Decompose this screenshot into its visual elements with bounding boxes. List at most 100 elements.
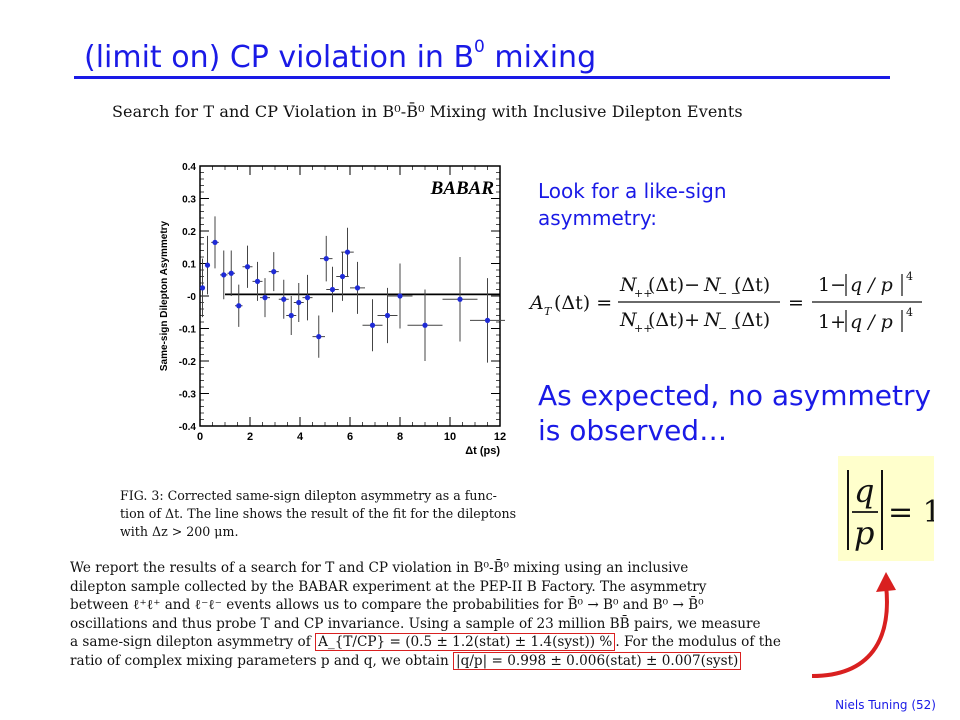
svg-text:N: N [619,274,638,296]
abstract-line: We report the results of a search for T … [70,560,689,576]
x-tick-label: 10 [444,431,456,443]
data-point [304,295,311,301]
x-tick-label: 4 [297,431,304,443]
data-point [228,270,234,276]
x-tick-label: 2 [247,431,253,443]
asymmetry-chart-svg: 0.4 0.3 0.2 0.1 -0 -0.1 -0.2 -0.3 -0.40 2 4 6 8 10 12 Δ… [159,162,506,457]
look-for-text: Look for a like-sign asymmetry: [538,179,727,230]
data-point [288,312,294,319]
svg-text:1−: 1− [818,274,846,296]
x-tick-label: 0 [197,431,203,443]
svg-text:q: q [854,472,874,510]
svg-text:(Δt): (Δt) [734,309,770,331]
abstract-line: oscillations and thus probe T and CP inv… [70,615,761,632]
abstract-text: . For the modulus of the [615,634,781,651]
slide-title-superscript: 0 [474,37,485,57]
data-point [354,285,361,291]
svg-text:q / p: q / p [850,274,893,296]
data-point [323,256,329,262]
data-point [262,295,268,301]
svg-text:++: ++ [634,287,652,300]
abstract-line: ratio of complex mixing parameters p and… [70,651,830,671]
svg-text:N: N [703,309,722,331]
x-axis-label: Δt (ps) [465,445,500,457]
svg-text:N: N [619,309,638,331]
y-tick-label: -0.4 [179,422,197,433]
svg-text:1+: 1+ [818,311,846,333]
paper-abstract: We report the results of a search for T … [70,559,830,671]
svg-text:(Δt): (Δt) [734,274,770,296]
svg-text:p: p [854,514,874,552]
svg-text:=: = [788,292,804,314]
data-point [369,322,376,328]
qp-result-formula: q p = 1 [847,470,942,552]
data-point [339,273,346,280]
svg-text:(Δt)−: (Δt)− [648,274,700,296]
svg-text:− −: − − [718,322,740,335]
svg-text:(Δt)+: (Δt)+ [648,309,700,331]
abstract-line: a same-sign dilepton asymmetry of A_{T/C… [70,633,830,652]
y-tick-label: -0 [187,292,196,303]
plot-frame [199,165,501,427]
paper-title: Search for T and CP Violation in B⁰-B̄⁰ … [112,102,743,121]
data-point [296,299,302,306]
data-point [236,303,242,309]
svg-text:− −: − − [718,287,740,300]
caption-line: tion of Δt. The line shows the result of… [120,506,517,521]
data-point [271,269,277,275]
x-tick-label: 6 [347,431,353,443]
data-point [484,317,491,323]
caption-line: with Δz > 200 μm. [120,524,239,539]
slide-title-tail: mixing [484,40,597,75]
svg-text:4: 4 [906,306,913,319]
figure-caption: FIG. 3: Corrected same-sign dilepton asy… [120,487,550,541]
data-point [344,249,351,255]
y-tick-label: -0.1 [179,325,197,336]
caption-line: FIG. 3: Corrected same-sign dilepton asy… [120,488,497,503]
x-tick-label: 12 [494,431,506,443]
qp-result-value: = 1 [888,495,934,530]
data-point [281,296,287,302]
y-tick-label: 0.2 [182,227,196,238]
svg-text:A: A [528,292,544,314]
y-tick-label: 0.1 [182,260,196,271]
slide-title-main: (limit on) CP violation in B [84,40,475,75]
x-tick-label: 8 [397,431,403,443]
slide-footer: Niels Tuning (52) [835,698,936,712]
data-point [316,334,322,340]
y-tick-label: -0.3 [179,390,197,401]
svg-text:T: T [544,305,553,318]
data-point [329,286,336,293]
data-point [204,262,211,268]
asymmetry-formula: A T (Δt) = N++ (Δt)− N− − (Δt) N++ (Δt)+… [528,270,922,335]
svg-text:++: ++ [634,322,652,335]
data-point [244,264,251,270]
svg-text:N: N [703,274,722,296]
svg-text:(Δt) =: (Δt) = [554,292,612,314]
svg-text:q / p: q / p [850,311,893,333]
data-point [254,278,261,284]
svg-text:4: 4 [906,270,913,283]
abstract-text: a same-sign dilepton asymmetry of [70,634,311,651]
y-tick-label: -0.2 [179,357,197,368]
y-tick-label: 0.4 [182,162,196,173]
data-point [221,272,227,278]
abstract-text: ratio of complex mixing parameters p and… [70,652,449,669]
data-point [422,322,428,328]
data-point [212,239,218,245]
qp-result-highlight: |q/p| = 0.998 ± 0.006(stat) ± 0.007(syst… [453,651,742,670]
abstract-line: between ℓ⁺ℓ⁺ and ℓ⁻ℓ⁻ events allows us t… [70,597,704,614]
asymmetry-plot: 0.4 0.3 0.2 0.1 -0 -0.1 -0.2 -0.3 -0.4 0 2 4 6 8 10 12 Δ… [155,158,510,460]
data-point [199,285,206,291]
y-axis-label: Same-sign Dilepton Asymmetry [159,220,170,371]
conclusion-text: As expected, no asymmetry is observed… [538,379,932,447]
title-underline [74,76,890,79]
slide-title: (limit on) CP violation in B0 mixing [84,37,597,75]
data-point [457,296,463,302]
asymmetry-result-highlight: A_{T/CP} = (0.5 ± 1.2(stat) ± 1.4(syst))… [315,633,616,652]
abstract-line: dilepton sample collected by the BABAR e… [70,578,707,595]
data-point [397,293,403,299]
babar-logo: BABAR [430,178,494,199]
data-point [384,312,391,319]
qp-result-box: q p = 1 [838,456,942,561]
